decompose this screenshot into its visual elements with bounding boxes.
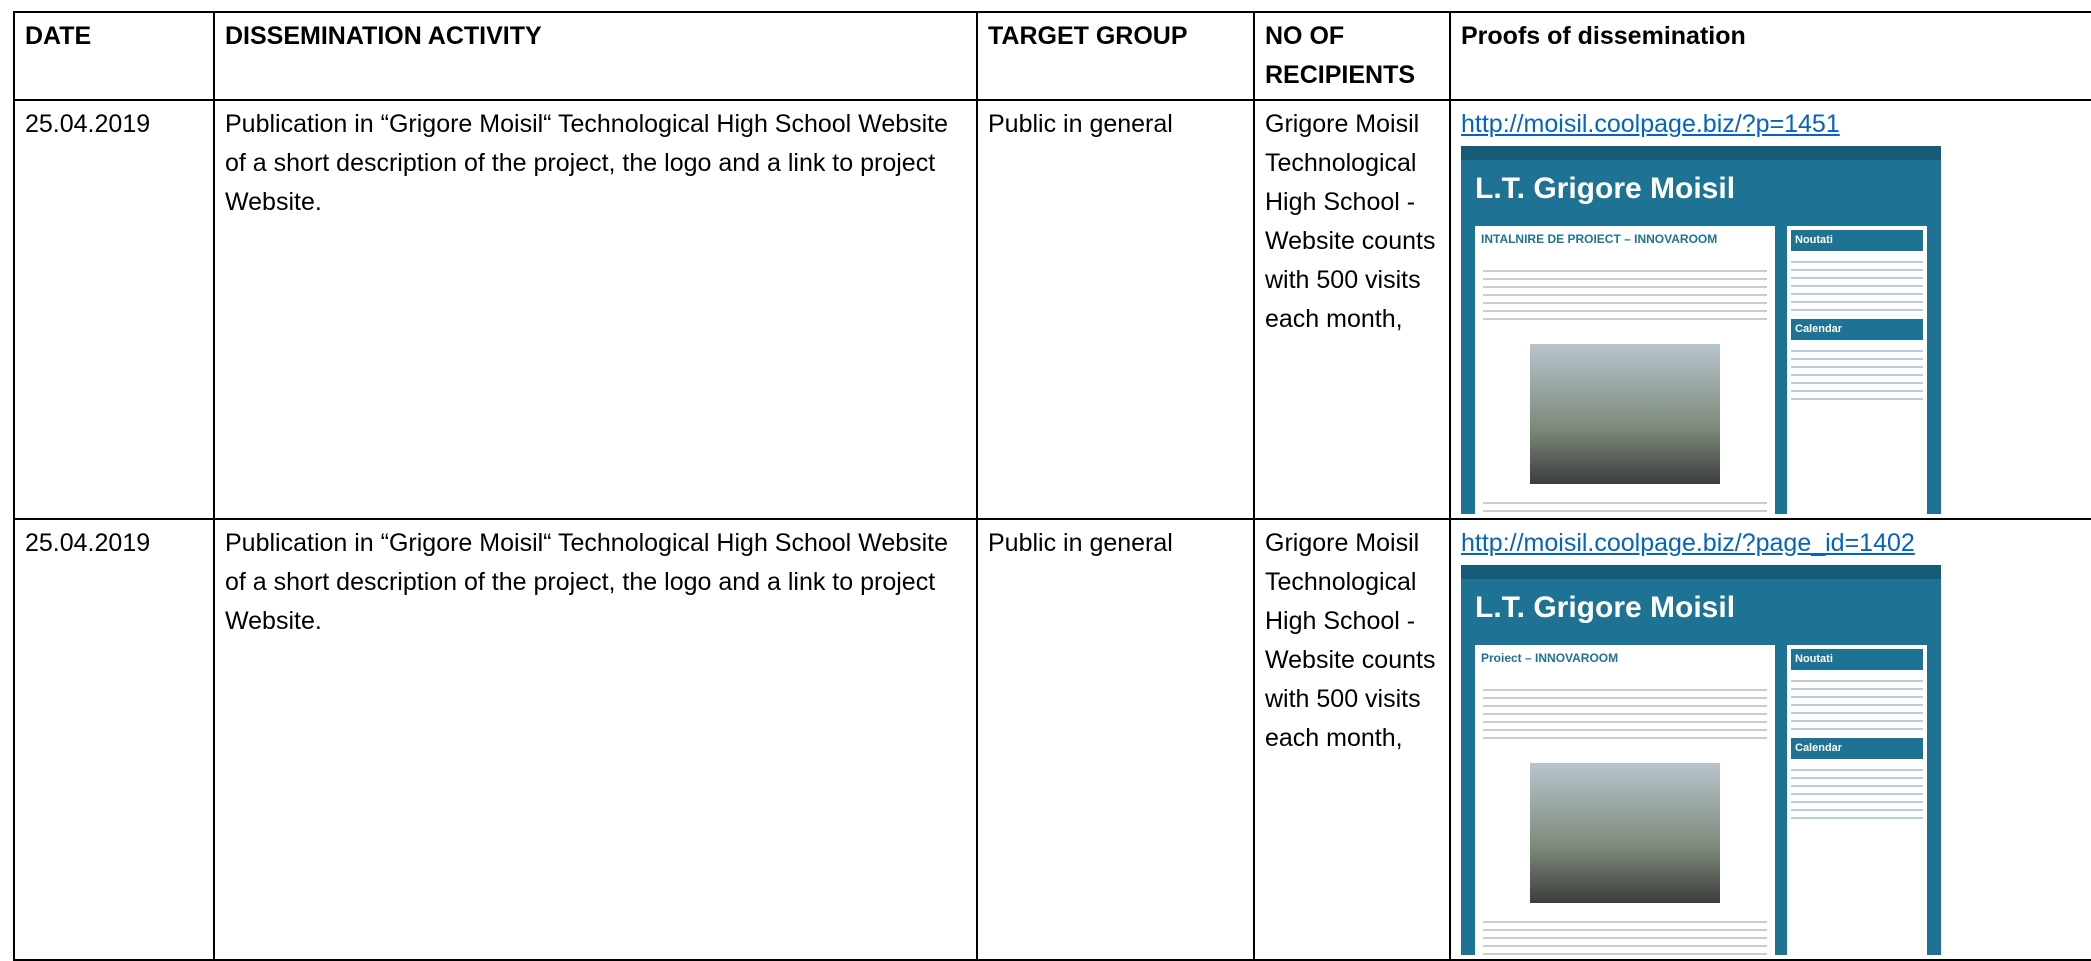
proof-link[interactable]: http://moisil.coolpage.biz/?page_id=1402 (1461, 529, 1915, 557)
text-lines (1483, 496, 1767, 514)
site-nav (1461, 565, 1941, 579)
table-cell: Public in general (976, 518, 1255, 961)
sidebar: Noutati Calendar (1787, 645, 1927, 955)
table-cell: Publication in “Grigore Moisil“ Technolo… (213, 518, 978, 961)
page: DATE DISSEMINATION ACTIVITY TARGET GROUP NO… (13, 11, 2091, 961)
sidebar-lines (1791, 674, 1923, 734)
text-lines (1483, 915, 1767, 955)
header-cell: NO OF RECIPIENTS (1253, 11, 1451, 101)
sidebar-lines (1791, 255, 1923, 315)
header-cell: DATE (13, 11, 215, 101)
header-row: DATE DISSEMINATION ACTIVITY TARGET GROUP NO… (13, 11, 2091, 101)
table-cell: Grigore Moisil Technological High School… (1253, 518, 1451, 961)
table-cell: Grigore Moisil Technological High School… (1253, 99, 1451, 520)
table-cell: 25.04.2019 (13, 99, 215, 520)
sidebar-heading: Noutati (1791, 649, 1923, 670)
table-cell: Public in general (976, 99, 1255, 520)
sidebar-heading: Noutati (1791, 230, 1923, 251)
photo (1530, 344, 1720, 484)
proof-link[interactable]: http://moisil.coolpage.biz/?p=1451 (1461, 110, 1840, 138)
header-cell: DISSEMINATION ACTIVITY (213, 11, 978, 101)
photo (1530, 763, 1720, 903)
text-lines (1483, 264, 1767, 324)
proof-cell: http://moisil.coolpage.biz/?p=1451 L.T. G… (1449, 99, 2091, 520)
table-row: 25.04.2019 Publication in “Grigore Moisil… (13, 518, 2091, 961)
article: Proiect – INNOVAROOM (1475, 645, 1775, 955)
header-cell: Proofs of dissemination (1449, 11, 2091, 101)
sidebar-lines (1791, 763, 1923, 823)
text-lines (1483, 683, 1767, 743)
article-heading: Proiect – INNOVAROOM (1481, 651, 1619, 665)
proof-cell: http://moisil.coolpage.biz/?page_id=1402… (1449, 518, 2091, 961)
website-screenshot: L.T. Grigore Moisil INTALNIRE DE PROIECT … (1461, 146, 1941, 514)
sidebar-heading: Calendar (1791, 738, 1923, 759)
header-cell: TARGET GROUP (976, 11, 1255, 101)
site-title: L.T. Grigore Moisil (1475, 172, 1736, 205)
site-title: L.T. Grigore Moisil (1475, 591, 1736, 624)
article-heading: INTALNIRE DE PROIECT – INNOVAROOM (1481, 232, 1718, 246)
sidebar-lines (1791, 344, 1923, 404)
dissemination-table: DATE DISSEMINATION ACTIVITY TARGET GROUP NO… (13, 11, 2091, 961)
table-cell: Publication in “Grigore Moisil“ Technolo… (213, 99, 978, 520)
table-row: 25.04.2019 Publication in “Grigore Moisil… (13, 99, 2091, 520)
table-cell: 25.04.2019 (13, 518, 215, 961)
article: INTALNIRE DE PROIECT – INNOVAROOM (1475, 226, 1775, 514)
sidebar-heading: Calendar (1791, 319, 1923, 340)
website-screenshot: L.T. Grigore Moisil Proiect – INNOVAROOM N… (1461, 565, 1941, 955)
sidebar: Noutati Calendar (1787, 226, 1927, 514)
site-nav (1461, 146, 1941, 160)
table-body: 25.04.2019 Publication in “Grigore Moisil… (13, 99, 2091, 961)
